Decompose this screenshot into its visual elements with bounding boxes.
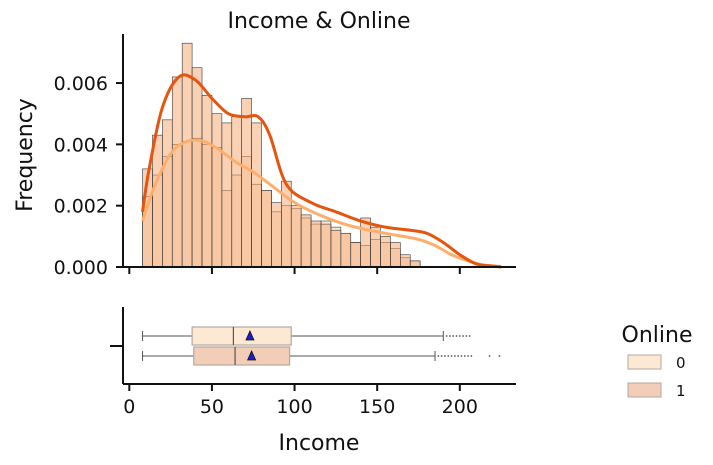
legend-swatch-1 bbox=[627, 382, 662, 398]
hist-y-tick-label-1: 0.002 bbox=[54, 196, 108, 218]
box-outlier-1-2 bbox=[444, 355, 446, 357]
box-mean-1 bbox=[246, 350, 257, 361]
legend-label-1: 1 bbox=[676, 382, 686, 400]
box-outlier-1-0 bbox=[437, 355, 440, 357]
histogram-panel: 0.000 0.002 0.004 0.006 bbox=[54, 34, 516, 279]
hist-bar-1-11 bbox=[251, 122, 262, 268]
box-outlier-1-12 bbox=[498, 355, 501, 357]
box-iqr-1 bbox=[193, 346, 291, 366]
hist-bar-1-9 bbox=[231, 116, 242, 268]
box-outlier-1-3 bbox=[447, 355, 450, 357]
box-outlier-1-5 bbox=[453, 355, 456, 357]
hist-y-tick-label-0: 0.000 bbox=[54, 257, 108, 279]
hist-bar-1-1 bbox=[152, 134, 163, 268]
kde-line-0 bbox=[141, 138, 502, 268]
box-outlier-0-2 bbox=[452, 335, 455, 337]
boxplot-panel: 0 50 100 150 200 bbox=[110, 307, 516, 418]
hist-bar-1-25 bbox=[390, 242, 401, 268]
box-outlier-0-3 bbox=[455, 335, 458, 337]
x-tick-label-0: 0 bbox=[123, 396, 135, 418]
histogram-axes: 0.000 0.002 0.004 0.006 bbox=[54, 34, 516, 279]
box-outlier-1-9 bbox=[467, 355, 469, 357]
hist-bar-1-5 bbox=[191, 67, 203, 268]
hist-bar-1-8 bbox=[221, 122, 233, 268]
hist-bar-1-17 bbox=[310, 220, 322, 268]
x-tick-label-200: 200 bbox=[442, 396, 478, 418]
hist-bar-1-18 bbox=[320, 223, 332, 268]
hist-y-tick-label-3: 0.006 bbox=[54, 73, 108, 95]
hist-y-tick-label-2: 0.004 bbox=[54, 134, 108, 156]
hist-bar-1-20 bbox=[340, 232, 352, 268]
box-outlier-1-11 bbox=[488, 355, 491, 357]
hist-bar-1-13 bbox=[271, 202, 282, 268]
hist-bar-1-21 bbox=[350, 242, 361, 268]
hist-bar-1-6 bbox=[201, 95, 213, 268]
hist-bar-1-15 bbox=[290, 205, 302, 268]
box-outlier-0-0 bbox=[445, 335, 448, 337]
x-tick-label-50: 50 bbox=[200, 396, 224, 418]
hist-bar-1-3 bbox=[171, 76, 183, 268]
box-outlier-0-5 bbox=[462, 335, 465, 337]
hist-bar-1-22 bbox=[360, 217, 371, 268]
x-tick-label-100: 100 bbox=[276, 396, 312, 418]
hist-bar-1-7 bbox=[211, 113, 223, 268]
hist-bar-1-2 bbox=[162, 119, 173, 268]
box-outlier-1-1 bbox=[440, 355, 443, 357]
hist-bar-1-19 bbox=[330, 229, 342, 268]
box-outlier-1-8 bbox=[463, 355, 466, 357]
histogram-bars bbox=[142, 42, 421, 268]
box-outlier-1-6 bbox=[457, 355, 460, 357]
hist-bar-1-10 bbox=[241, 98, 252, 268]
kde-lines bbox=[141, 73, 502, 269]
box-outlier-1-7 bbox=[460, 355, 463, 357]
y-axis-label: Frequency bbox=[13, 98, 38, 212]
box-outlier-0-6 bbox=[465, 335, 468, 337]
kde-line-1 bbox=[141, 73, 502, 269]
chart-title: Income & Online bbox=[227, 9, 410, 34]
x-axis-label: Income bbox=[279, 431, 360, 456]
boxplots bbox=[142, 326, 501, 366]
box-outlier-1-4 bbox=[450, 355, 453, 357]
box-iqr-0 bbox=[191, 326, 292, 346]
legend-label-0: 0 bbox=[676, 354, 686, 372]
hist-bar-1-12 bbox=[261, 190, 272, 268]
hist-bar-1-26 bbox=[400, 254, 411, 268]
hist-bar-1-24 bbox=[380, 236, 391, 268]
boxplot-axes: 0 50 100 150 200 bbox=[110, 307, 516, 418]
box-outlier-1-10 bbox=[470, 355, 473, 357]
hist-bar-1-16 bbox=[300, 214, 312, 268]
x-tick-label-150: 150 bbox=[359, 396, 395, 418]
legend-title: Online bbox=[622, 323, 693, 348]
box-mean-0 bbox=[245, 330, 255, 341]
box-outlier-0-1 bbox=[448, 335, 451, 337]
box-outlier-0-7 bbox=[468, 335, 471, 337]
legend: Online 0 1 bbox=[622, 323, 693, 400]
legend-swatch-0 bbox=[627, 354, 662, 370]
box-outlier-0-4 bbox=[458, 335, 461, 337]
